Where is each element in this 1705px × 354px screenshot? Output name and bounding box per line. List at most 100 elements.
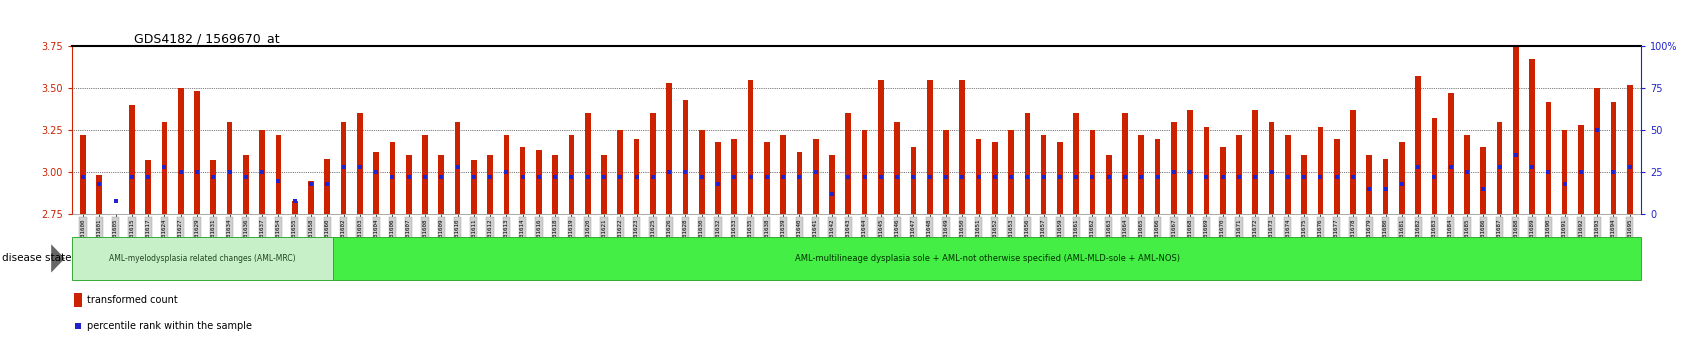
Point — [1159, 169, 1187, 175]
Bar — [926, 80, 933, 214]
Text: transformed count: transformed count — [87, 295, 177, 305]
Point — [1453, 169, 1480, 175]
Point — [1582, 127, 1610, 133]
Point — [1338, 174, 1366, 180]
Bar — [731, 138, 737, 214]
Point — [607, 174, 634, 180]
Point — [346, 164, 373, 170]
Bar — [1594, 88, 1599, 214]
Point — [525, 174, 552, 180]
Point — [818, 191, 846, 197]
Bar — [1251, 110, 1257, 214]
Bar — [747, 80, 754, 214]
Bar — [1170, 122, 1176, 214]
Point — [1306, 174, 1333, 180]
Bar — [1105, 155, 1112, 214]
Point — [1110, 174, 1137, 180]
Bar — [1610, 102, 1615, 214]
Bar — [1577, 125, 1582, 214]
Polygon shape — [51, 244, 65, 273]
Bar — [341, 122, 346, 214]
Text: GDS4182 / 1569670_at: GDS4182 / 1569670_at — [135, 32, 280, 45]
Point — [704, 181, 731, 187]
Point — [1127, 174, 1154, 180]
Point — [264, 178, 292, 183]
Point — [508, 174, 535, 180]
Point — [786, 174, 813, 180]
Bar — [72, 237, 332, 280]
Bar — [779, 135, 786, 214]
Bar — [585, 113, 590, 214]
Bar — [893, 122, 900, 214]
Point — [639, 174, 667, 180]
Point — [980, 174, 1008, 180]
Bar — [829, 155, 834, 214]
Bar — [1219, 147, 1224, 214]
Bar — [1463, 135, 1470, 214]
Bar — [812, 138, 818, 214]
Bar — [1008, 130, 1013, 214]
Point — [199, 174, 227, 180]
Point — [85, 181, 113, 187]
Point — [1550, 181, 1577, 187]
Bar — [991, 142, 997, 214]
Bar — [1528, 59, 1534, 214]
Bar — [1269, 122, 1274, 214]
Bar — [650, 113, 655, 214]
Point — [1599, 169, 1627, 175]
Bar — [1284, 135, 1291, 214]
Bar — [667, 83, 672, 214]
Point — [687, 174, 714, 180]
Point — [899, 174, 926, 180]
Point — [396, 174, 423, 180]
Bar — [356, 113, 363, 214]
Bar — [73, 293, 82, 307]
Point — [558, 174, 585, 180]
Bar — [97, 176, 102, 214]
Bar — [332, 237, 1640, 280]
Bar — [210, 160, 217, 214]
Bar — [1316, 127, 1323, 214]
Point — [182, 169, 210, 175]
Bar — [1381, 159, 1388, 214]
Bar — [488, 155, 493, 214]
Point — [622, 174, 650, 180]
Bar — [1040, 135, 1045, 214]
Bar — [1187, 110, 1192, 214]
Bar — [1122, 113, 1127, 214]
Point — [70, 174, 97, 180]
Bar — [1398, 142, 1403, 214]
Point — [540, 174, 568, 180]
Point — [997, 174, 1025, 180]
Point — [931, 174, 958, 180]
Bar — [714, 142, 721, 214]
Point — [801, 169, 829, 175]
Point — [150, 164, 177, 170]
Bar — [438, 155, 443, 214]
Bar — [1349, 110, 1355, 214]
Point — [575, 174, 602, 180]
Point — [232, 174, 259, 180]
Point — [1209, 174, 1236, 180]
Bar — [227, 122, 232, 214]
Point — [737, 174, 764, 180]
Point — [1274, 174, 1301, 180]
Bar — [520, 147, 525, 214]
Bar — [1204, 127, 1209, 214]
Bar — [292, 201, 297, 214]
Point — [297, 181, 324, 187]
Bar — [162, 122, 167, 214]
Bar — [861, 130, 866, 214]
Point — [249, 169, 276, 175]
Point — [135, 174, 162, 180]
Point — [281, 198, 309, 204]
Bar — [1495, 122, 1502, 214]
Bar — [682, 100, 687, 214]
Point — [460, 174, 488, 180]
Bar — [617, 130, 622, 214]
Point — [1567, 169, 1594, 175]
Bar — [80, 135, 85, 214]
Bar — [373, 152, 379, 214]
Point — [379, 174, 406, 180]
Point — [1257, 169, 1284, 175]
